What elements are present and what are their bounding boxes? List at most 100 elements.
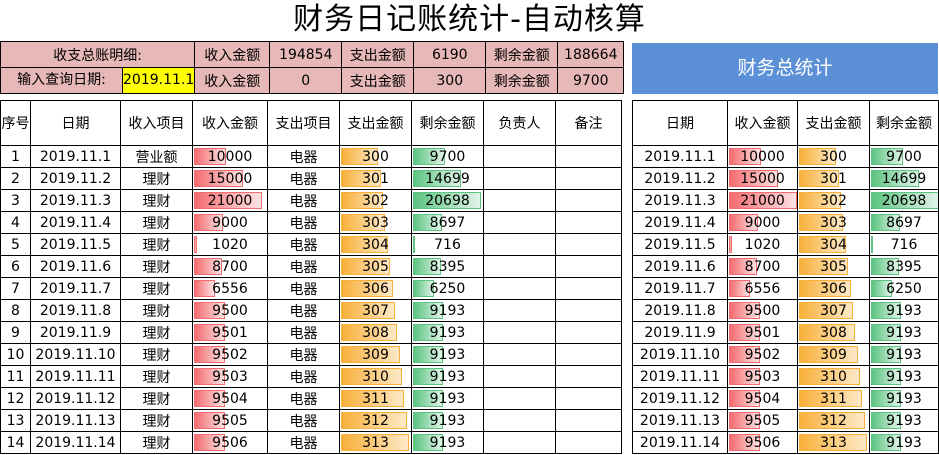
stats-expense-bar <box>799 170 839 187</box>
table-row: 14 2019.11.14 理财 9506 电器 313 9193 <box>0 431 622 454</box>
stats-income-bar <box>729 302 760 319</box>
row-note[interactable] <box>555 211 622 234</box>
stats-date: 2019.11.9 <box>632 321 728 344</box>
row-balance: 9193 <box>411 299 484 322</box>
row-owner[interactable] <box>483 299 556 322</box>
stats-date: 2019.11.12 <box>632 387 728 410</box>
row-note[interactable] <box>555 409 622 432</box>
stats-expense-bar <box>799 368 860 385</box>
row-note[interactable] <box>555 167 622 190</box>
row-balance: 9193 <box>411 409 484 432</box>
row-owner[interactable] <box>483 211 556 234</box>
row-note[interactable] <box>555 189 622 212</box>
row-expense-value: 306 <box>362 280 389 297</box>
row-date: 2019.11.2 <box>30 167 121 190</box>
row-note[interactable] <box>555 387 622 410</box>
row-note[interactable] <box>555 321 622 344</box>
row-note[interactable] <box>555 431 622 454</box>
table-row: 8 2019.11.8 理财 9500 电器 307 9193 <box>0 299 622 322</box>
row-owner[interactable] <box>483 233 556 256</box>
stats-balance: 9193 <box>869 343 939 366</box>
stats-row: 2019.11.5 1020 304 716 <box>632 233 939 256</box>
row-balance: 9700 <box>411 145 484 168</box>
row-expense: 305 <box>339 255 412 278</box>
stats-income-value: 21000 <box>740 192 785 209</box>
stats-balance-value: 9193 <box>886 434 922 451</box>
query-expense-label: 支出金额 <box>341 67 415 94</box>
query-balance-label: 剩余金额 <box>485 67 559 94</box>
row-expense: 307 <box>339 299 412 322</box>
row-owner[interactable] <box>483 321 556 344</box>
stats-balance-bar <box>871 346 902 363</box>
stats-balance-bar <box>871 280 892 297</box>
row-expense-item: 电器 <box>267 365 340 388</box>
stats-income: 9504 <box>727 387 798 410</box>
row-note[interactable] <box>555 145 622 168</box>
row-balance-bar <box>413 236 416 253</box>
stats-table: 日期 收入金额 支出金额 剩余金额 2019.11.1 10000 300 9700 2019… <box>632 100 939 454</box>
stats-balance-bar <box>871 434 902 451</box>
row-expense: 304 <box>339 233 412 256</box>
stats-balance-bar <box>871 324 902 341</box>
row-note[interactable] <box>555 277 622 300</box>
stats-income-value: 9506 <box>744 434 781 451</box>
row-balance-bar <box>413 258 441 275</box>
balance-total: 188664 <box>557 41 625 68</box>
stats-income: 9500 <box>727 299 798 322</box>
row-note[interactable] <box>555 233 622 256</box>
stats-expense-value: 313 <box>820 434 847 451</box>
stats-balance: 9193 <box>869 431 939 454</box>
stats-expense-value: 309 <box>820 346 847 363</box>
row-balance-bar <box>413 324 444 341</box>
row-note[interactable] <box>555 255 622 278</box>
row-note[interactable] <box>555 343 622 366</box>
stats-balance-bar <box>871 148 903 165</box>
row-owner[interactable] <box>483 343 556 366</box>
row-owner[interactable] <box>483 409 556 432</box>
row-expense-value: 304 <box>362 236 389 253</box>
row-income-value: 9500 <box>212 302 248 319</box>
row-note[interactable] <box>555 299 622 322</box>
stats-row: 2019.11.4 9000 303 8697 <box>632 211 939 234</box>
row-balance-value: 20698 <box>425 192 470 209</box>
ledger-header-row: 序号 日期 收入项目 收入金额 支出项目 支出金额 剩余金额 负责人 备注 <box>0 100 622 146</box>
row-owner[interactable] <box>483 431 556 454</box>
stats-income-value: 8700 <box>744 258 781 275</box>
row-balance: 14699 <box>411 167 484 190</box>
stats-balance-value: 9193 <box>886 390 922 407</box>
row-expense: 313 <box>339 431 412 454</box>
page-title: 财务日记账统计-自动核算 <box>293 2 646 37</box>
stats-balance-bar <box>871 236 874 253</box>
stats-balance: 9193 <box>869 409 939 432</box>
stats-income: 10000 <box>727 145 798 168</box>
stats-income: 9000 <box>727 211 798 234</box>
row-expense-bar <box>341 236 388 253</box>
query-date-input[interactable]: 2019.11.1 <box>122 68 194 93</box>
row-income: 9506 <box>192 431 268 454</box>
row-balance-bar <box>413 346 444 363</box>
row-owner[interactable] <box>483 167 556 190</box>
total-stats-button[interactable]: 财务总统计 <box>632 43 938 94</box>
row-owner[interactable] <box>483 277 556 300</box>
stats-income-bar <box>729 346 760 363</box>
row-owner[interactable] <box>483 365 556 388</box>
row-owner[interactable] <box>483 387 556 410</box>
row-income-bar <box>194 390 225 407</box>
row-balance-value: 9193 <box>429 346 466 363</box>
row-expense-bar <box>341 192 384 209</box>
stats-income-bar <box>729 258 758 275</box>
row-expense-bar <box>341 148 379 165</box>
row-number: 5 <box>0 233 31 256</box>
row-balance: 9193 <box>411 387 484 410</box>
stats-income-value: 9000 <box>744 214 781 231</box>
stats-expense: 301 <box>797 167 870 190</box>
stats-expense-bar <box>799 412 865 429</box>
stats-balance-value: 20698 <box>881 192 927 209</box>
row-owner[interactable] <box>483 189 556 212</box>
row-balance-value: 716 <box>434 236 461 253</box>
row-note[interactable] <box>555 365 622 388</box>
row-owner[interactable] <box>483 255 556 278</box>
row-owner[interactable] <box>483 145 556 168</box>
row-expense: 308 <box>339 321 412 344</box>
stats-income-value: 9500 <box>744 302 781 319</box>
